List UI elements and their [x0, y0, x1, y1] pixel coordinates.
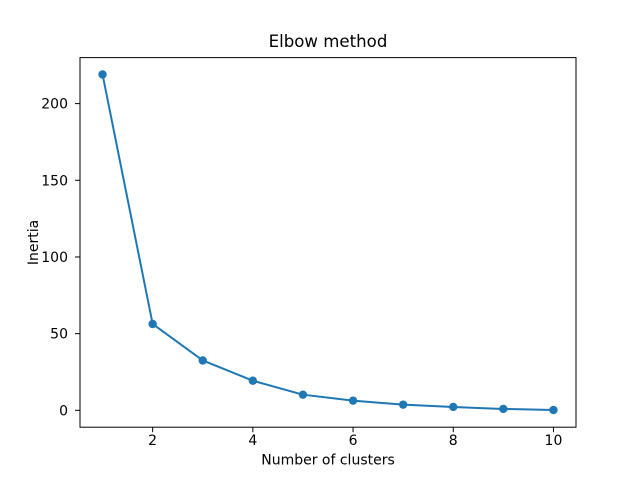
y-tick-label: 150 — [41, 173, 68, 189]
y-axis-label: Inertia — [26, 220, 42, 265]
y-axis: 0 50 100 150 200 — [41, 97, 80, 419]
x-tick-label: 4 — [248, 433, 257, 449]
data-point — [248, 376, 258, 385]
x-tick-label: 10 — [545, 433, 563, 449]
x-tick-label: 8 — [449, 433, 458, 449]
data-point — [398, 400, 408, 409]
data-point — [549, 405, 558, 415]
data-point — [98, 70, 107, 79]
x-axis: 2 4 6 8 10 — [148, 427, 562, 449]
data-point — [298, 390, 308, 399]
y-tick-label: 200 — [41, 97, 68, 113]
line-series — [98, 70, 558, 415]
data-point — [348, 396, 358, 405]
data-point — [499, 404, 508, 414]
x-tick-label: 6 — [349, 433, 358, 449]
x-tick-label: 2 — [148, 433, 157, 449]
y-tick-label: 100 — [41, 250, 68, 266]
y-tick-label: 50 — [50, 327, 68, 343]
data-point — [148, 319, 157, 329]
y-tick-label: 0 — [59, 403, 68, 419]
series-line — [101, 73, 555, 412]
data-point — [449, 402, 458, 412]
x-axis-label: Number of clusters — [261, 453, 395, 469]
chart-title: Elbow method — [269, 32, 388, 51]
data-point — [198, 356, 207, 365]
plot-border — [79, 57, 577, 428]
